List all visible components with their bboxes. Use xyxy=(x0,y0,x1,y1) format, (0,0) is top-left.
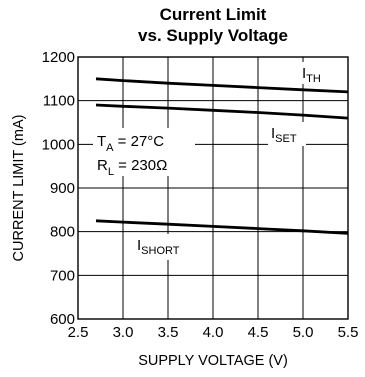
series-line-i-set xyxy=(95,103,349,120)
ith-label-main: I xyxy=(302,65,306,82)
ith-label-sub: TH xyxy=(306,73,321,85)
tick-labels: 2.5 3.0 3.5 4.0 4.5 5.0 5.5 600 700 800 900 1000 110… xyxy=(42,49,359,341)
load-var: R xyxy=(97,157,108,174)
x-axis-label: SUPPLY VOLTAGE (V) xyxy=(138,353,288,369)
x-tick-label: 5.0 xyxy=(293,324,314,341)
iset-label-background xyxy=(268,122,306,146)
x-tick-label: 2.5 xyxy=(68,324,89,341)
temperature-var: T xyxy=(97,133,106,150)
y-tick-label: 900 xyxy=(50,180,75,197)
x-tick-label: 5.5 xyxy=(338,324,359,341)
chart-title-line1: Current Limit xyxy=(160,5,267,24)
y-tick-label: 800 xyxy=(50,224,75,241)
ishort-label-main: I xyxy=(137,237,141,254)
y-tick-label: 700 xyxy=(50,267,75,284)
y-axis-label: CURRENT LIMIT (mA) xyxy=(11,115,27,262)
conditions-background xyxy=(93,128,195,176)
x-tick-label: 3.5 xyxy=(158,324,179,341)
y-tick-label: 600 xyxy=(50,311,75,328)
grid xyxy=(78,57,348,319)
temperature-value: = 27°C xyxy=(114,133,165,150)
x-tick-label: 4.5 xyxy=(248,324,269,341)
temperature-condition: TA = 27°C xyxy=(97,133,164,154)
x-tick-label: 3.0 xyxy=(113,324,134,341)
load-value: = 230Ω xyxy=(114,157,167,174)
ith-label-background xyxy=(299,62,329,84)
series-lines xyxy=(95,77,349,235)
iset-label-sub: SET xyxy=(275,133,297,145)
y-tick-label: 1200 xyxy=(42,49,75,66)
ishort-label-background xyxy=(134,234,192,260)
temperature-sub: A xyxy=(106,142,114,154)
chart-title-line2: vs. Supply Voltage xyxy=(138,26,288,45)
y-tick-label: 1000 xyxy=(42,136,75,153)
series-line-i-th xyxy=(95,77,349,94)
load-sub: L xyxy=(108,166,114,178)
load-condition: RL = 230Ω xyxy=(97,157,167,178)
series-label-iset: ISET xyxy=(271,125,297,145)
ishort-label-sub: SHORT xyxy=(141,245,180,257)
series-label-ishort: ISHORT xyxy=(137,237,180,257)
iset-label-main: I xyxy=(271,125,275,142)
series-line-i-short xyxy=(95,219,349,235)
x-tick-label: 4.0 xyxy=(203,324,224,341)
y-tick-label: 1100 xyxy=(43,93,75,110)
plot-frame xyxy=(77,56,349,320)
series-label-ith: ITH xyxy=(302,65,321,85)
